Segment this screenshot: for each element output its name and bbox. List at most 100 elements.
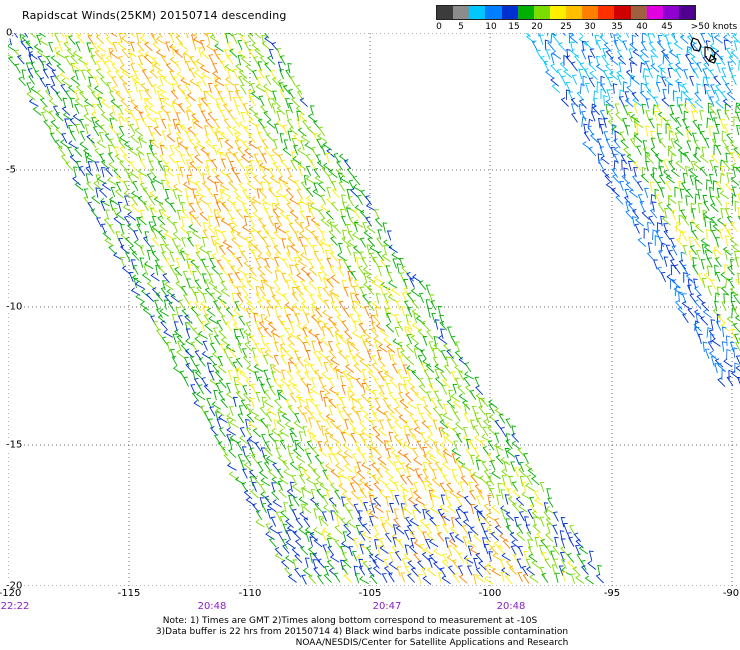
wind-barb	[367, 567, 375, 578]
wind-barb	[214, 242, 220, 254]
wind-barb	[282, 147, 292, 157]
wind-barb	[346, 224, 351, 235]
wind-barb	[494, 525, 504, 535]
wind-barb	[629, 137, 637, 148]
wind-barb	[60, 154, 69, 165]
wind-barb	[347, 390, 352, 401]
wind-barb	[87, 34, 94, 45]
wind-barb	[136, 33, 141, 44]
wind-barb	[248, 133, 256, 144]
wind-barb	[676, 96, 682, 108]
wind-barb	[204, 279, 210, 290]
wind-barb	[497, 544, 506, 555]
wind-barb	[655, 82, 661, 93]
wind-barb	[622, 118, 627, 129]
wind-barb	[302, 504, 312, 514]
wind-barb	[685, 273, 695, 284]
wind-barb	[588, 61, 597, 72]
wind-barb	[702, 68, 708, 79]
wind-barb	[291, 97, 300, 107]
wind-barb	[384, 307, 390, 318]
wind-barb	[262, 454, 270, 465]
lat-label-0: 0	[6, 27, 13, 39]
wind-barb	[684, 151, 691, 162]
wind-barb	[485, 539, 494, 550]
wind-barb	[122, 204, 133, 213]
wind-barb	[290, 159, 297, 170]
wind-barb	[458, 356, 468, 367]
wind-barb	[445, 356, 451, 367]
wind-barb	[730, 221, 738, 232]
wind-barb	[538, 545, 544, 556]
wind-barb	[261, 153, 267, 164]
wind-barb	[295, 454, 306, 463]
wind-barb	[714, 363, 719, 374]
wind-barb	[642, 140, 648, 151]
wind-barb	[386, 230, 392, 241]
pass-time-label: 20:48	[496, 601, 526, 612]
wind-barb	[305, 237, 313, 248]
wind-barb	[297, 258, 308, 267]
wind-barb	[691, 111, 696, 122]
wind-barb	[193, 36, 204, 45]
wind-barb	[312, 552, 321, 563]
wind-barb	[384, 300, 392, 311]
wind-barb	[252, 428, 261, 438]
wind-barb	[372, 558, 380, 569]
wind-barb	[65, 161, 74, 171]
wind-barb	[217, 90, 224, 102]
wind-barb	[605, 99, 615, 109]
wind-barb	[285, 530, 291, 541]
wind-barb	[249, 160, 255, 171]
wind-barb	[463, 555, 474, 564]
wind-barb	[341, 279, 347, 291]
wind-barb	[724, 208, 730, 219]
wind-barb	[645, 154, 654, 164]
wind-barb	[598, 117, 603, 129]
wind-barb	[54, 47, 60, 58]
wind-barb	[356, 398, 363, 409]
wind-barb	[544, 39, 550, 51]
wind-barb	[619, 131, 626, 142]
wind-barb	[307, 202, 312, 213]
wind-barb	[180, 154, 186, 165]
wind-barb	[328, 497, 337, 507]
wind-barb	[338, 300, 346, 311]
wind-barb	[172, 365, 183, 375]
wind-barb	[153, 196, 164, 205]
wind-barb	[717, 314, 726, 324]
wind-barb	[184, 83, 192, 94]
wind-barb	[483, 418, 492, 429]
wind-barb	[94, 119, 103, 130]
wind-barb	[413, 540, 423, 549]
wind-barb	[373, 481, 382, 492]
wind-barb	[172, 221, 178, 233]
wind-barb	[695, 146, 701, 158]
wind-barb	[510, 545, 517, 556]
wind-barb	[85, 154, 96, 163]
wind-barb	[312, 559, 318, 570]
wind-barb	[59, 71, 70, 80]
wind-barb	[227, 54, 234, 65]
wind-barb	[343, 259, 350, 270]
wind-barb	[629, 42, 639, 52]
wind-barb	[123, 215, 131, 226]
wind-barb	[447, 565, 456, 576]
wind-barb	[304, 364, 310, 375]
wind-barb	[236, 208, 244, 219]
wind-barb	[353, 222, 359, 233]
wind-barb	[659, 166, 664, 177]
wind-barb	[657, 111, 667, 122]
wind-barb	[328, 453, 333, 464]
wind-barb	[208, 279, 218, 289]
wind-barb	[327, 341, 333, 352]
wind-barb	[554, 536, 559, 548]
wind-barb	[430, 397, 438, 408]
wind-barb	[415, 315, 426, 325]
wind-barb	[208, 54, 215, 65]
wind-barb	[716, 313, 722, 325]
wind-barb	[633, 167, 638, 178]
wind-barb	[221, 230, 227, 242]
wind-barb	[329, 386, 339, 396]
wind-barb	[614, 130, 619, 142]
